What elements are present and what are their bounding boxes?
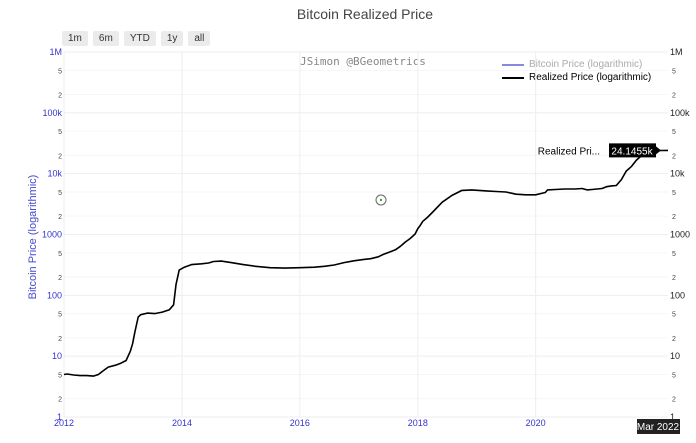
- x-tick-label: 2018: [408, 418, 428, 428]
- y-minor-tick-label-right: 2: [672, 93, 676, 100]
- realized-price-line: [63, 149, 669, 377]
- y-tick-label: 1: [57, 412, 62, 422]
- y-minor-tick-label-right: 5: [672, 251, 676, 258]
- y-tick-label-right: 10: [670, 351, 680, 361]
- y-tick-label: 10: [52, 351, 62, 361]
- y-minor-tick-label: 2: [58, 93, 62, 100]
- y-tick-label: 1000: [42, 230, 62, 240]
- legend-label-btc-price: Bitcoin Price (logarithmic): [529, 59, 643, 70]
- y-tick-label-right: 1M: [670, 47, 683, 57]
- y-tick-label: 1M: [49, 47, 62, 57]
- y-minor-tick-label: 2: [58, 397, 62, 404]
- watermark: JSimon @BGeometrics: [300, 55, 426, 68]
- range-button-all[interactable]: all: [188, 31, 211, 46]
- y-minor-tick-label: 2: [58, 153, 62, 160]
- y-minor-tick-label: 5: [58, 190, 62, 197]
- y-minor-tick-label: 2: [58, 214, 62, 221]
- y-minor-tick-label: 5: [58, 251, 62, 258]
- y-tick-label-right: 100: [670, 290, 685, 300]
- y-minor-tick-label-right: 5: [672, 312, 676, 319]
- y-tick-label-right: 1: [670, 412, 675, 422]
- y-minor-tick-label-right: 5: [672, 190, 676, 197]
- y-minor-tick-label: 2: [58, 336, 62, 343]
- y-tick-label: 100: [47, 290, 62, 300]
- legend-swatch-realized-price: [502, 76, 524, 79]
- y-tick-label-right: 10k: [670, 169, 685, 179]
- y-minor-tick-label: 5: [58, 312, 62, 319]
- y-minor-tick-label: 5: [58, 68, 62, 75]
- range-button-ytd[interactable]: YTD: [123, 31, 156, 46]
- legend-swatch-btc-price: [502, 63, 524, 66]
- y-minor-tick-label-right: 5: [672, 129, 676, 136]
- y-tick-label-right: 100k: [670, 108, 690, 118]
- x-tick-label: 2014: [172, 418, 192, 428]
- x-tick-label: 2016: [290, 418, 310, 428]
- y-tick-label: 10k: [47, 169, 62, 179]
- range-button-1m[interactable]: 1m: [62, 31, 88, 46]
- y-minor-tick-label-right: 5: [672, 68, 676, 75]
- hover-value-label: 24.1455k: [611, 146, 653, 157]
- y-minor-tick-label-right: 2: [672, 275, 676, 282]
- y-minor-tick-label-right: 2: [672, 336, 676, 343]
- range-button-1y[interactable]: 1y: [160, 31, 184, 46]
- hover-series-label: Realized Pri...: [538, 146, 600, 157]
- y-minor-tick-label: 5: [58, 129, 62, 136]
- legend-item-btc-price[interactable]: Bitcoin Price (logarithmic): [502, 58, 651, 71]
- legend-label-realized-price: Realized Price (logarithmic): [529, 72, 652, 83]
- legend-item-realized-price[interactable]: Realized Price (logarithmic): [502, 71, 651, 84]
- y-minor-tick-label-right: 2: [672, 397, 676, 404]
- x-tick-label: 2012: [54, 418, 74, 428]
- hover-date-label: Mar 2022: [637, 422, 680, 433]
- hover-date-box: [637, 419, 680, 434]
- y-tick-label-right: 1000: [670, 230, 690, 240]
- chart-title: Bitcoin Realized Price: [296, 6, 434, 22]
- x-tick-label: 2020: [526, 418, 546, 428]
- y-minor-tick-label-right: 2: [672, 153, 676, 160]
- y-minor-tick-label: 2: [58, 275, 62, 282]
- y-minor-tick-label-right: 5: [672, 372, 676, 379]
- y-minor-tick-label-right: 2: [672, 214, 676, 221]
- hover-value-pointer: [656, 146, 661, 155]
- y-tick-label: 100k: [42, 108, 62, 118]
- legend: Bitcoin Price (logarithmic) Realized Pri…: [502, 58, 651, 84]
- marker-point-dot: [379, 198, 383, 202]
- range-selector: 1m 6m YTD 1y all: [62, 31, 211, 46]
- range-button-6m[interactable]: 6m: [92, 31, 119, 46]
- hover-value-box: [609, 143, 656, 158]
- y-minor-tick-label: 5: [58, 372, 62, 379]
